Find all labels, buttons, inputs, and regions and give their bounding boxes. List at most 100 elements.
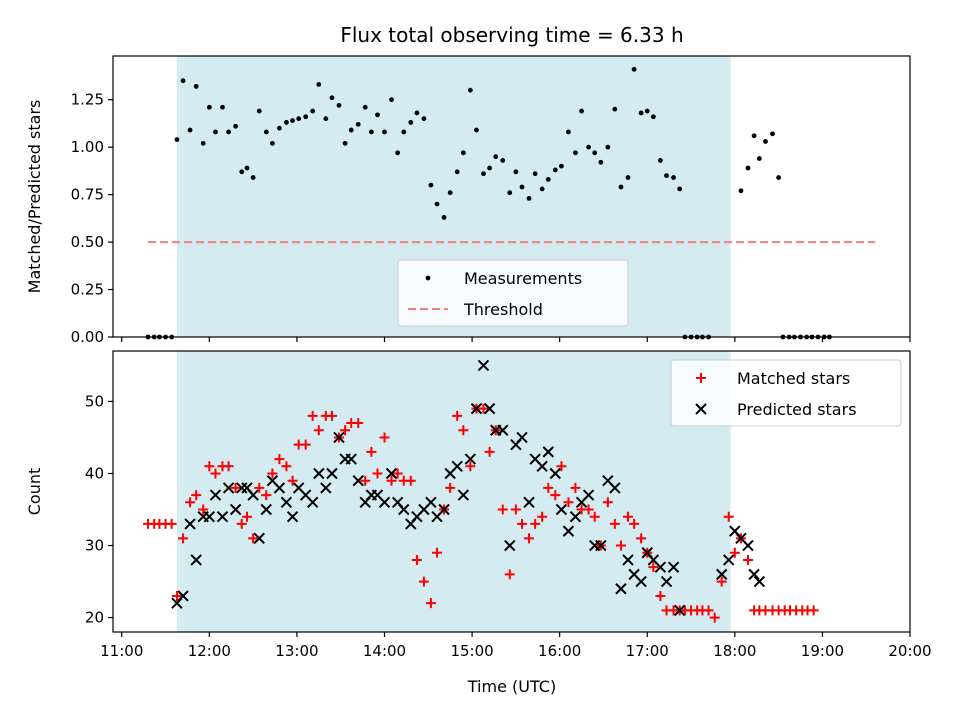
top-legend: Measurements Threshold [397,259,629,327]
data-point [290,118,295,123]
data-point [460,150,466,156]
data-point [326,467,338,480]
data-point [592,150,598,156]
data-point [738,188,744,194]
data-point [445,482,456,493]
data-point [745,165,751,171]
data-point [428,182,434,188]
data-point [622,554,634,566]
data-point [605,144,611,150]
data-point [174,137,180,142]
data-point [233,123,239,129]
data-point [200,140,206,146]
data-point [203,511,216,523]
data-point [516,431,528,444]
data-point [366,446,377,457]
data-point [539,186,545,192]
legend-marker [696,373,706,383]
data-point [622,511,633,522]
data-point [517,518,528,529]
data-point [644,108,650,114]
data-point [458,425,469,436]
data-point [280,496,293,509]
x-axis-label: Time (UTC) [467,677,556,696]
data-point [222,482,235,494]
data-point [254,482,265,493]
data-point [638,110,644,116]
bottom-axes-frame [112,350,911,633]
data-point [655,590,666,601]
data-point [609,518,620,529]
data-point [470,402,483,415]
data-point [497,424,509,436]
data-point [345,453,357,465]
legend-box [397,259,629,327]
data-point [239,169,245,175]
data-point [263,129,269,135]
data-point [481,171,486,177]
y-tick-label: 0.50 [71,233,104,251]
data-point [465,461,476,472]
data-point [770,131,775,137]
y-tick-label: 1.00 [71,138,104,156]
x-tick-label: 11:00 [100,642,143,660]
data-point [206,104,212,110]
data-point [193,83,199,89]
data-point [631,66,637,72]
chart-title: Flux total observing time = 6.33 h [340,23,683,47]
data-point [382,129,387,135]
data-point [667,561,680,573]
data-point [210,468,221,479]
data-point [273,482,286,494]
data-point [709,612,720,623]
data-point [483,402,496,415]
data-point [242,511,253,522]
data-point [434,201,440,207]
data-point [421,116,427,122]
data-point [569,511,582,523]
data-point [372,468,383,479]
y-tick-label: 1.25 [71,91,104,109]
data-point [625,175,631,180]
data-point [230,482,241,493]
top-panel: 0.00 0.25 0.50 0.75 1.00 1.25 Matched/Predicte… [25,55,911,346]
data-point [368,129,374,135]
data-point [500,158,506,163]
data-point [478,403,489,414]
data-point [425,598,436,609]
data-point [524,533,535,544]
data-point [609,482,621,494]
x-tick-label: 20:00 [888,642,931,660]
data-point [250,175,256,180]
data-point [244,165,250,171]
data-point [673,604,686,617]
data-point [310,108,316,114]
data-point [191,490,202,501]
data-point [513,169,519,175]
data-point [336,102,342,108]
data-point [352,474,364,487]
x-tick-label: 14:00 [363,642,406,660]
data-point [355,121,361,127]
data-point [385,467,398,480]
data-point [583,504,594,515]
data-point [198,504,209,515]
top-axes-frame [112,55,911,338]
data-point [602,497,613,508]
data-point [543,482,554,493]
y-tick-label: 0.75 [71,186,104,204]
data-point [190,554,202,566]
data-point [340,425,351,436]
data-point [618,184,624,190]
data-point [333,431,345,444]
y-tick-label: 0.25 [71,281,104,299]
top-series-0 [145,66,832,340]
data-point [447,190,453,196]
bottom-panel: 20 30 40 50 11:00 12:00 13:00 14:00 15:00 16:00 17… [25,350,932,660]
data-point [414,110,420,116]
data-point [595,539,607,552]
y-tick-label: 20 [85,609,104,627]
data-point [519,184,525,190]
data-point [742,539,754,552]
